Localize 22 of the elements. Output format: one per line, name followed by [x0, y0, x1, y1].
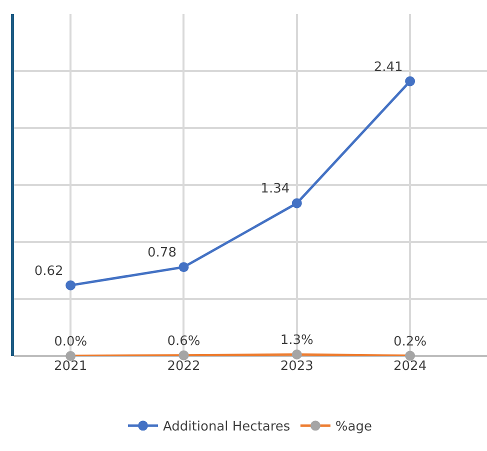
- point: [178, 350, 189, 360]
- data-label: 1.3%: [280, 333, 314, 348]
- x-tick-label: 2022: [167, 359, 200, 374]
- point: [178, 262, 189, 272]
- legend-label: Additional Hectares: [163, 420, 290, 435]
- data-label: 2.41: [374, 60, 403, 75]
- point: [66, 280, 76, 290]
- data-label: 0.62: [34, 264, 64, 279]
- point: [292, 198, 302, 208]
- x-tick-label: 2024: [394, 359, 427, 374]
- point: [66, 351, 76, 361]
- legend-label: %age: [335, 420, 372, 435]
- data-label: 0.2%: [394, 334, 427, 350]
- point: [405, 350, 416, 361]
- data-label: 0.6%: [167, 334, 200, 349]
- x-tick-label: 2023: [280, 359, 314, 374]
- point: [405, 76, 416, 86]
- data-label: 0.78: [148, 246, 176, 261]
- data-label: 0.0%: [54, 334, 88, 350]
- x-tick-label: 2021: [54, 359, 88, 374]
- data-label: 1.34: [260, 182, 290, 197]
- point: [292, 350, 302, 360]
